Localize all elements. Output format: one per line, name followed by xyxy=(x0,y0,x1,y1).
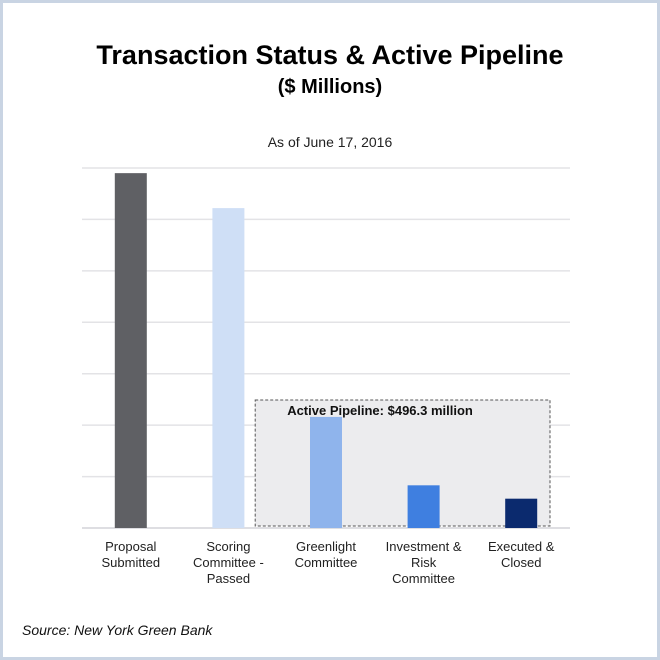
x-tick-label: Greenlight Committee xyxy=(295,539,358,570)
x-tick-label: Executed & Closed xyxy=(488,539,555,570)
active-pipeline-box xyxy=(254,399,551,527)
x-tick-label: Investment & Risk Committee xyxy=(386,539,462,586)
active-pipeline-label: Active Pipeline: $496.3 million xyxy=(287,403,473,418)
bar-3 xyxy=(310,416,342,528)
source-note: Source: New York Green Bank xyxy=(22,622,213,638)
bar-5 xyxy=(505,498,538,528)
chart-title: Transaction Status & Active Pipeline xyxy=(96,40,564,70)
bar-1 xyxy=(114,173,147,528)
x-tick-label: Proposal Submitted xyxy=(102,539,161,570)
chart-subtitle: ($ Millions) xyxy=(277,76,383,98)
bar-4 xyxy=(407,485,440,528)
as-of-date: As of June 17, 2016 xyxy=(267,134,393,150)
x-tick-label: Scoring Committee -Passed xyxy=(193,539,264,586)
bar-2 xyxy=(212,208,245,528)
